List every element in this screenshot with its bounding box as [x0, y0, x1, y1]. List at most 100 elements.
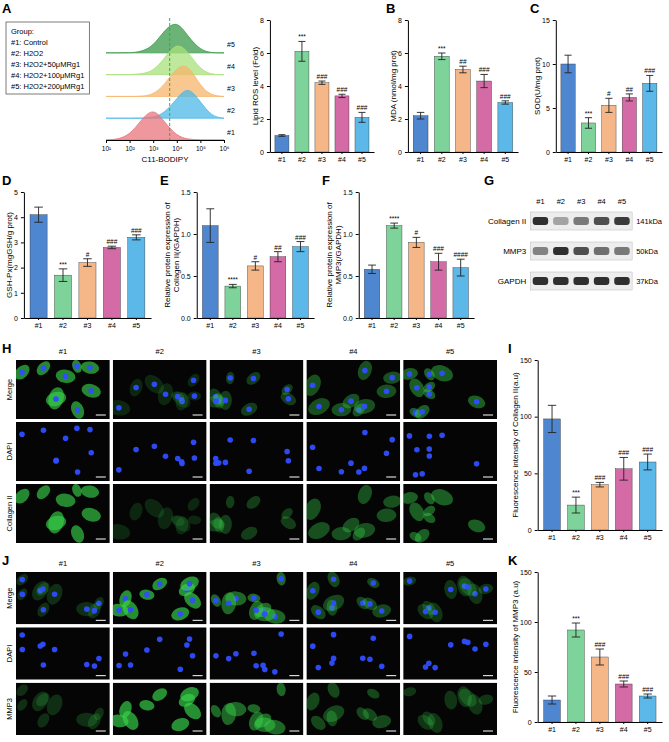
stain — [80, 484, 100, 499]
micrograph — [403, 627, 497, 679]
tick-label: 4 — [14, 214, 18, 221]
tick: 8 — [398, 17, 408, 24]
tick-label: 0 — [14, 315, 18, 322]
nucleus — [465, 640, 471, 646]
nucleus — [74, 364, 80, 370]
error-bar — [338, 94, 345, 97]
error-bar — [368, 265, 376, 273]
nucleus — [310, 643, 316, 649]
micrograph — [210, 360, 304, 419]
nucleus — [362, 466, 368, 472]
bar — [591, 657, 608, 722]
tick: #1 — [548, 722, 556, 733]
bar — [293, 247, 309, 318]
bar — [364, 269, 380, 318]
scale-bar — [483, 415, 493, 416]
column-label: #2 — [557, 197, 565, 206]
significance: *** — [438, 45, 446, 52]
tick-label: #3 — [459, 156, 467, 163]
error-stem — [136, 235, 137, 240]
nucleus — [213, 461, 219, 467]
tick: #2 — [585, 152, 593, 163]
scale-bar — [96, 620, 106, 621]
micrograph-ground — [403, 572, 497, 624]
micrograph — [113, 683, 207, 735]
panel-letter: J — [2, 553, 9, 568]
nucleus — [41, 607, 47, 613]
panel-letter: E — [160, 173, 169, 188]
stain — [412, 402, 432, 419]
micrograph — [306, 683, 400, 735]
nucleus — [190, 598, 196, 604]
nucleus — [226, 600, 232, 606]
micrograph-ground — [210, 422, 304, 481]
stain — [246, 599, 266, 622]
tick-mark — [553, 20, 556, 21]
stain — [371, 603, 393, 620]
nucleus — [133, 447, 139, 453]
stain — [220, 702, 237, 726]
axis-line — [408, 152, 518, 153]
nucleus — [286, 396, 292, 402]
error-cap — [34, 222, 43, 223]
error-cap — [480, 87, 487, 88]
axis: 02468 — [260, 17, 270, 156]
tick-label: 1 — [14, 290, 18, 297]
tick-mark — [629, 152, 630, 154]
tick: #4 — [620, 530, 628, 541]
tick-label: #4 — [274, 322, 282, 329]
micrograph-ground — [16, 683, 110, 735]
significance: ## — [459, 58, 467, 65]
bar — [434, 56, 449, 152]
band — [553, 247, 568, 255]
column-label: #1 — [59, 347, 67, 356]
stain — [406, 500, 427, 524]
stain — [44, 513, 68, 532]
nucleus — [407, 371, 413, 377]
error-cap — [251, 270, 259, 271]
error-stem — [649, 75, 650, 91]
row-label: Merge — [5, 588, 14, 609]
nucleus — [53, 458, 59, 464]
tick-label: #4 — [108, 322, 116, 329]
row-label: Collagen II — [5, 496, 14, 532]
error-bar — [643, 694, 651, 698]
error-cap — [457, 276, 465, 277]
micrograph-ground — [306, 572, 400, 624]
nucleus — [384, 388, 390, 394]
axis: 051015 — [542, 17, 556, 156]
plot-area — [364, 223, 468, 318]
stain — [306, 395, 332, 419]
significance: ### — [594, 474, 605, 481]
tick-label: #2 — [585, 156, 593, 163]
micrograph-ground — [113, 627, 207, 679]
stain — [220, 591, 237, 615]
tick: 0 — [398, 149, 408, 156]
tick-mark — [38, 318, 39, 320]
error-cap — [605, 98, 612, 99]
tick-mark — [341, 152, 342, 154]
error-stem — [416, 237, 417, 247]
tick-label: 0 — [528, 527, 532, 534]
nucleus — [472, 646, 478, 652]
error-bar — [457, 259, 465, 276]
tick-mark — [535, 473, 538, 474]
error-cap — [548, 696, 556, 697]
tick: #4 — [620, 722, 628, 733]
tick-mark — [553, 64, 556, 65]
tick: 6 — [398, 50, 408, 57]
blot-strip — [530, 272, 632, 290]
nucleus — [233, 651, 239, 657]
stain — [34, 690, 53, 708]
nucleus — [439, 370, 445, 376]
error-bar — [572, 497, 580, 513]
nucleus — [92, 663, 98, 669]
scale-bar — [96, 477, 106, 478]
stain — [16, 572, 30, 588]
series-label: #5 — [227, 41, 235, 48]
plot-area — [413, 53, 513, 152]
stain — [239, 400, 260, 418]
error-stem — [301, 41, 302, 61]
significance: ### — [479, 66, 490, 73]
micrograph-ground — [403, 422, 497, 481]
